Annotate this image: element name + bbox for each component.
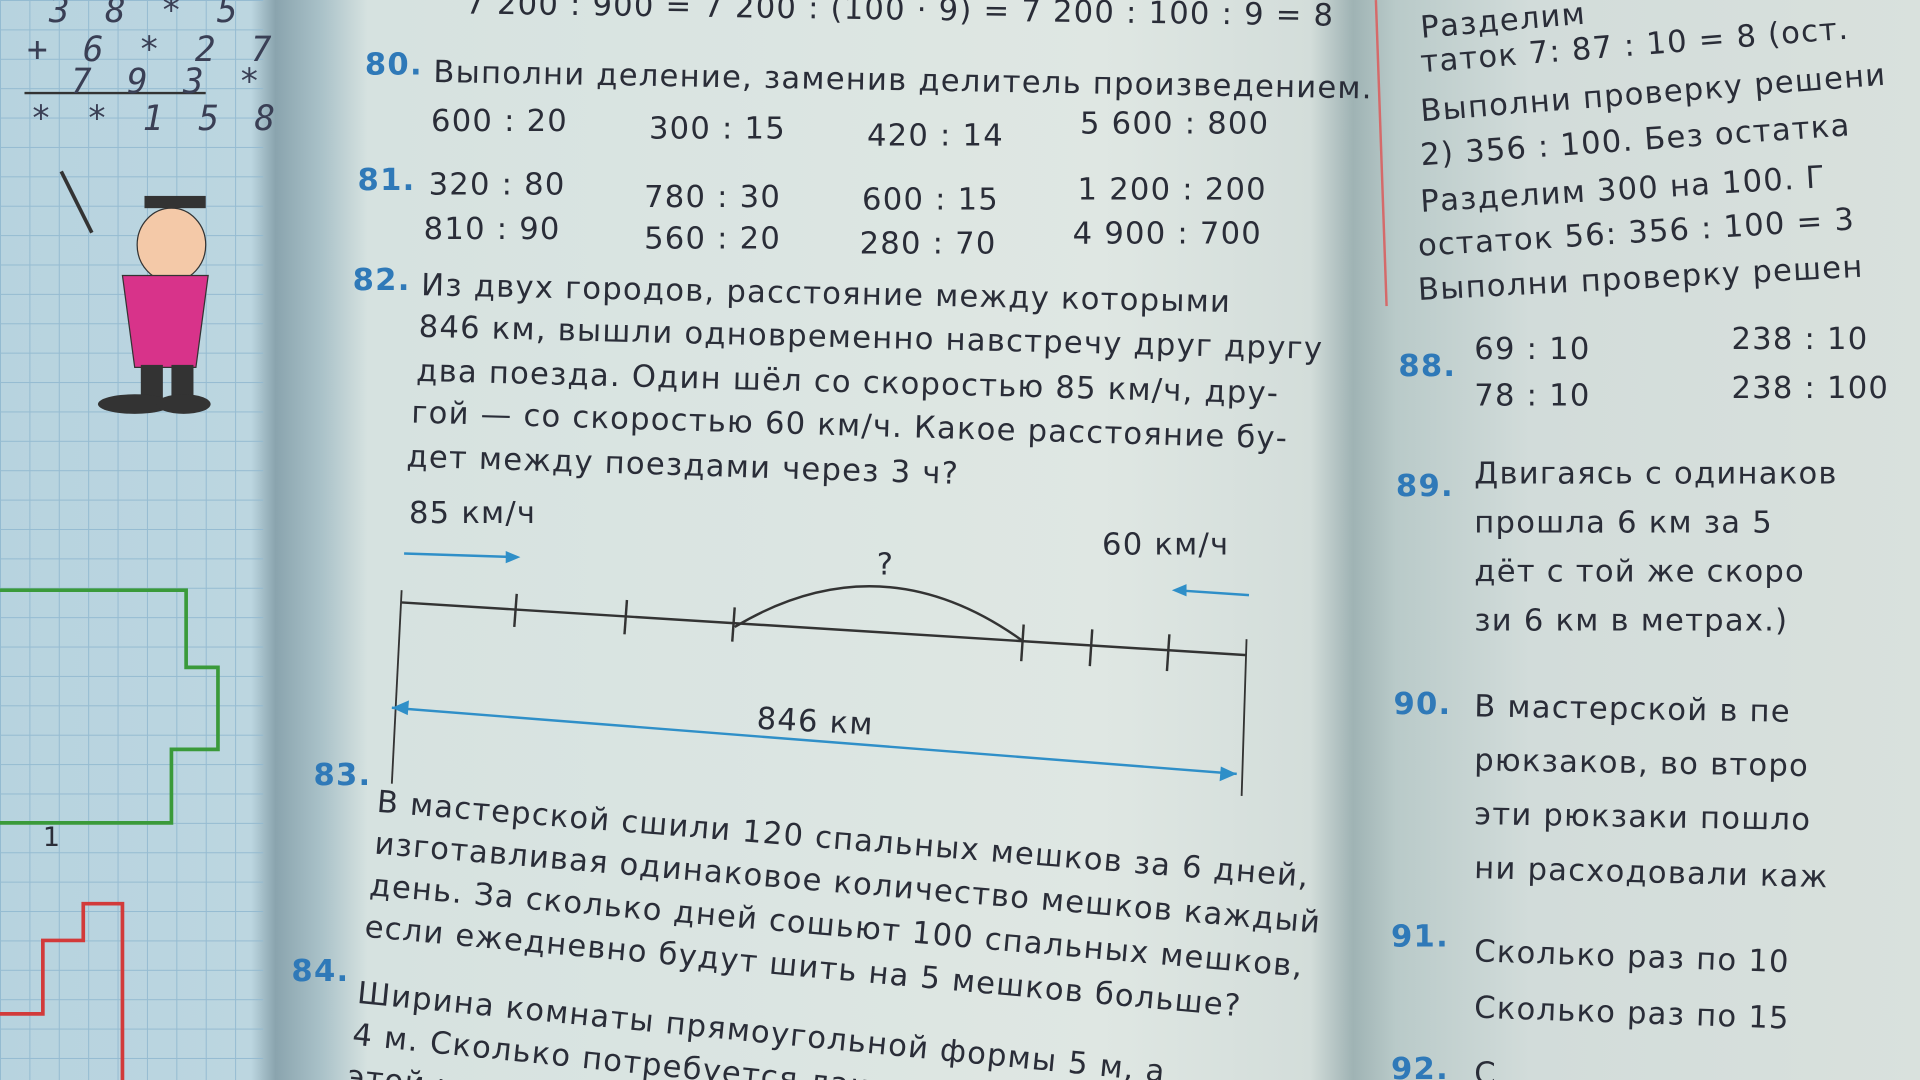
expression: 69 : 10 <box>1474 330 1591 367</box>
expression: 238 : 10 <box>1731 320 1869 357</box>
puzzle-line: 3 8 * 5 <box>48 0 245 31</box>
expression: 5 600 : 800 <box>1080 105 1270 141</box>
professor-cartoon-icon <box>59 170 211 414</box>
exercise-number: 80. <box>364 46 423 83</box>
exercise-text: зи 6 км в метрах.) <box>1474 602 1789 638</box>
exercise-number: 90. <box>1393 685 1452 722</box>
exercise-text: эти рюкзаки пошло <box>1473 795 1812 838</box>
distance-diagram <box>390 551 1250 796</box>
exercise-number: 91. <box>1391 918 1449 954</box>
expression: 78 : 10 <box>1474 377 1591 413</box>
expression: 280 : 70 <box>859 225 997 261</box>
puzzle-line: 7 9 3 * <box>71 61 267 102</box>
distance-label: 846 км <box>755 700 875 743</box>
expression: 810 : 90 <box>423 210 561 247</box>
expression: 300 : 15 <box>648 110 786 146</box>
green-staircase <box>0 588 220 825</box>
exercise-text: Двигаясь с одинаков <box>1474 455 1838 492</box>
speed-label: 85 км/ч <box>408 494 537 531</box>
expression: 600 : 15 <box>862 181 1000 217</box>
exercise-number: 88. <box>1398 347 1457 384</box>
expression: 780 : 30 <box>644 178 782 215</box>
exercise-number: 81. <box>357 161 416 198</box>
exercise-number: 83. <box>313 756 372 793</box>
expression: 420 : 14 <box>866 117 1004 154</box>
expression: 320 : 80 <box>428 166 566 203</box>
expression: 600 : 20 <box>431 102 568 139</box>
unknown-label: ? <box>876 546 895 582</box>
exercise-number: 82. <box>352 262 411 298</box>
grid-number: 1 <box>42 822 62 854</box>
exercise-text: рюкзаков, во второ <box>1473 742 1810 784</box>
exercise-number: 89. <box>1395 467 1454 504</box>
grid-paper-margin <box>0 0 264 1080</box>
puzzle-line: * * 1 5 8 <box>30 97 283 139</box>
puzzle-line: + 6 * 2 7 <box>26 29 279 70</box>
red-staircase <box>0 901 125 1080</box>
expression: 560 : 20 <box>644 220 782 256</box>
exercise-text: прошла 6 км за 5 <box>1474 504 1773 541</box>
exercise-text: дёт с той же скоро <box>1474 553 1806 589</box>
speed-label: 60 км/ч <box>1102 526 1230 563</box>
exercise-text: С <box>1474 1055 1497 1080</box>
exercise-number: 92. <box>1391 1050 1449 1080</box>
exercise-text: В мастерской в пе <box>1473 688 1792 730</box>
expression: 238 : 100 <box>1731 369 1890 406</box>
expression: 4 900 : 700 <box>1072 215 1262 252</box>
exercise-number: 84. <box>291 952 350 989</box>
expression: 1 200 : 200 <box>1077 171 1267 207</box>
